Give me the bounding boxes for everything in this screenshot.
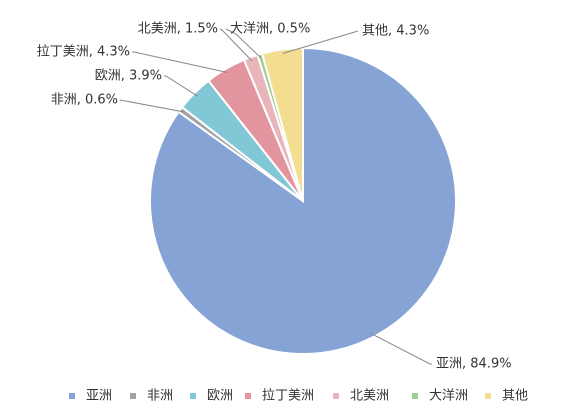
legend-label: 拉丁美洲: [262, 389, 314, 404]
leader-line: [370, 333, 432, 365]
data-label: 欧洲, 3.9%: [95, 69, 162, 84]
legend-swatch: [412, 393, 418, 399]
leader-line: [219, 28, 253, 62]
data-label: 北美洲, 1.5%: [138, 22, 218, 37]
legend-swatch: [190, 393, 196, 399]
leader-line: [282, 30, 359, 54]
data-label: 其他, 4.3%: [362, 24, 429, 39]
leader-line: [132, 51, 228, 74]
data-label: 非洲, 0.6%: [51, 93, 118, 108]
leader-line: [164, 75, 198, 97]
legend-label: 北美洲: [350, 389, 389, 404]
data-label: 拉丁美洲, 4.3%: [37, 45, 130, 60]
legend-swatch: [333, 393, 339, 399]
legend-label: 亚洲: [86, 389, 112, 404]
legend-swatch: [69, 393, 75, 399]
leader-line: [225, 28, 262, 59]
legend-label: 大洋洲: [429, 389, 468, 404]
legend-label: 非洲: [147, 389, 173, 404]
legend-swatch: [245, 393, 251, 399]
legend-label: 欧洲: [207, 389, 233, 404]
legend-swatch: [485, 393, 491, 399]
data-label: 大洋洲, 0.5%: [230, 22, 310, 37]
legend-label: 其他: [502, 389, 528, 404]
leader-line: [119, 99, 184, 113]
data-label: 亚洲, 84.9%: [436, 357, 512, 372]
legend-swatch: [130, 393, 136, 399]
pie-slice: [260, 46, 304, 202]
